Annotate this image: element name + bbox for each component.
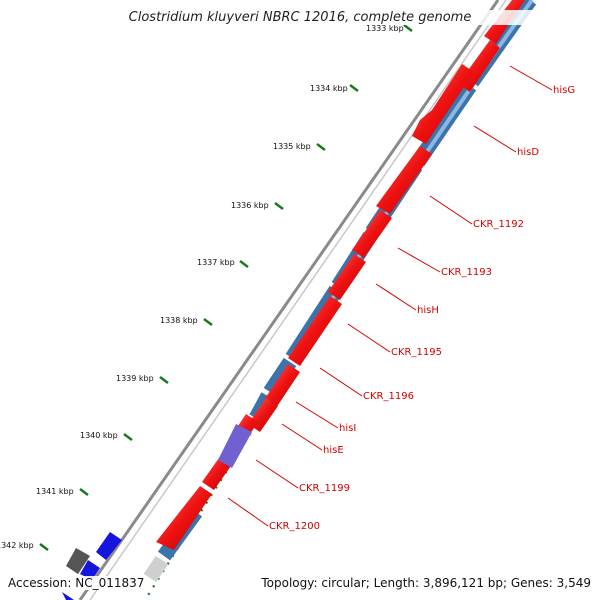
gene-labels: hisG hisD CKR_1192 CKR_1193 hisH CKR_119… <box>269 85 575 532</box>
tick-label: 1334 kbp <box>310 84 348 93</box>
gene-label-hisD: hisD <box>517 147 539 158</box>
accession-label: Accession: NC_011837 <box>8 576 145 590</box>
gene-label-hisI: hisI <box>339 423 356 434</box>
backbone-outer <box>78 0 500 600</box>
tick-label: 1335 kbp <box>273 142 311 151</box>
blue-feature <box>62 592 74 600</box>
genome-summary: Topology: circular; Length: 3,896,121 bp… <box>261 576 591 590</box>
tick-mark <box>274 202 284 210</box>
blue-feature <box>80 560 100 580</box>
tick-mark <box>39 543 49 551</box>
cds-arrow <box>288 296 342 366</box>
tick-mark <box>79 488 89 496</box>
cds-arrow <box>376 146 432 214</box>
tick-mark <box>349 84 359 92</box>
tick-mark <box>203 318 213 326</box>
gene-label-ckr1192: CKR_1192 <box>473 219 524 230</box>
cds-track <box>156 0 525 550</box>
blue-feature <box>96 532 122 560</box>
map-title: Clostridium kluyveri NBRC 12016, complet… <box>0 10 600 25</box>
gene-label-ckr1199: CKR_1199 <box>299 483 350 494</box>
tick-marks <box>39 24 413 551</box>
tick-label: 1338 kbp <box>160 316 198 325</box>
gene-label-hisG: hisG <box>553 85 575 96</box>
gene-label-ckr1200: CKR_1200 <box>269 521 320 532</box>
grey-feature <box>66 548 90 574</box>
tick-mark <box>316 143 326 151</box>
tick-label: 1333 kbp <box>366 24 404 33</box>
gene-label-ckr1196: CKR_1196 <box>363 391 414 402</box>
cds-arrow <box>412 64 474 144</box>
gene-label-hisE: hisE <box>323 445 344 456</box>
tick-mark <box>123 433 133 441</box>
gene-label-ckr1193: CKR_1193 <box>441 267 492 278</box>
purple-feature <box>218 424 252 468</box>
tick-label: 1342 kbp <box>0 541 34 550</box>
gene-label-hisH: hisH <box>417 305 439 316</box>
tick-label: 1337 kbp <box>197 258 235 267</box>
cds-arrow <box>264 364 300 408</box>
tick-label: 1341 kbp <box>36 487 74 496</box>
tick-label: 1336 kbp <box>231 201 269 210</box>
cds-arrow <box>156 486 212 550</box>
gene-label-ckr1195: CKR_1195 <box>391 347 442 358</box>
tick-mark <box>239 260 249 268</box>
tick-label: 1339 kbp <box>116 374 154 383</box>
gene-leader-lines <box>227 65 553 527</box>
tick-label: 1340 kbp <box>80 431 118 440</box>
cds-arrow <box>352 210 392 258</box>
backbone-inner <box>89 0 507 600</box>
cds-arrow <box>328 254 366 300</box>
tick-mark <box>159 376 169 384</box>
tick-labels: 1333 kbp 1334 kbp 1335 kbp 1336 kbp 1337 kbp… <box>0 24 404 550</box>
tick-mark <box>403 24 413 32</box>
